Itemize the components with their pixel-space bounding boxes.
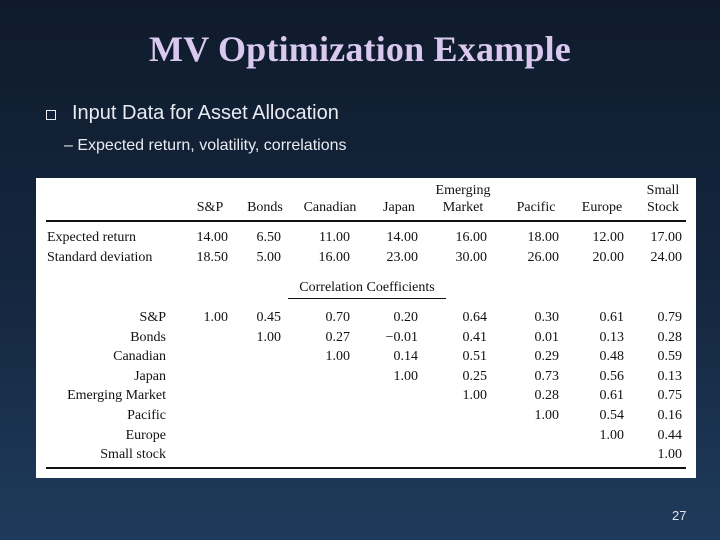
column-header: Pacific bbox=[516, 200, 556, 215]
table-cell: 18.00 bbox=[527, 230, 560, 245]
column-header: Europe bbox=[581, 200, 623, 215]
table-cell: 0.61 bbox=[599, 310, 625, 325]
table-cell: 0.13 bbox=[599, 329, 625, 345]
table-cell: 0.28 bbox=[534, 388, 560, 404]
bottom-rule bbox=[46, 467, 686, 469]
row-label: Pacific bbox=[127, 408, 166, 423]
table-cell: 12.00 bbox=[592, 230, 625, 245]
column-header: Japan bbox=[383, 200, 415, 215]
correlation-title-rule bbox=[288, 298, 446, 299]
square-bullet-icon bbox=[46, 109, 56, 120]
correlation-title: Correlation Coefficients bbox=[299, 280, 435, 295]
table-cell: 0.75 bbox=[657, 388, 683, 404]
table-cell: 0.48 bbox=[599, 349, 625, 365]
table-cell: 1.00 bbox=[657, 447, 683, 463]
column-header: S&P bbox=[196, 200, 224, 215]
table-cell: 18.50 bbox=[196, 250, 229, 265]
sub-bullet: – Expected return, volatility, correlati… bbox=[64, 137, 347, 154]
table-cell: 5.00 bbox=[256, 250, 282, 265]
table-cell: 16.00 bbox=[318, 250, 351, 265]
table-cell: 0.79 bbox=[657, 310, 683, 325]
row-label: Canadian bbox=[113, 349, 166, 365]
row-label: Bonds bbox=[130, 329, 166, 345]
table-cell: 16.00 bbox=[455, 230, 488, 245]
table-cell: 0.41 bbox=[462, 329, 488, 345]
table-cell: 0.45 bbox=[256, 310, 282, 325]
table-cell: 0.59 bbox=[657, 349, 683, 365]
table-cell: 0.28 bbox=[657, 329, 683, 345]
table-cell: 0.44 bbox=[657, 427, 683, 443]
table-cell: 0.64 bbox=[462, 310, 488, 325]
slide-title: MV Optimization Example bbox=[149, 29, 571, 69]
table-cell: 17.00 bbox=[650, 230, 683, 245]
column-header: Stock bbox=[647, 200, 679, 215]
table-cell: 1.00 bbox=[599, 427, 625, 443]
bullet-text: Input Data for Asset Allocation bbox=[72, 102, 339, 124]
table-cell: 0.51 bbox=[462, 349, 488, 365]
table-cell: 30.00 bbox=[455, 250, 488, 265]
row-label: S&P bbox=[139, 310, 166, 325]
table-cell: 14.00 bbox=[196, 230, 229, 245]
column-header: Bonds bbox=[247, 200, 283, 215]
table-cell: 0.13 bbox=[657, 368, 683, 384]
table-cell: 1.00 bbox=[534, 408, 560, 423]
table-cell: 0.20 bbox=[393, 310, 419, 325]
row-label: Small stock bbox=[100, 447, 166, 463]
table-cell: 0.54 bbox=[599, 408, 625, 423]
page-number: 27 bbox=[672, 508, 687, 523]
table-cell: 1.00 bbox=[393, 368, 419, 384]
column-header: Market bbox=[442, 200, 484, 215]
table-cell: 1.00 bbox=[256, 329, 282, 345]
row-label: Expected return bbox=[47, 230, 137, 245]
header-rule bbox=[46, 220, 686, 222]
bullet-item: Input Data for Asset Allocation bbox=[46, 102, 339, 125]
table-cell: 0.14 bbox=[393, 349, 419, 365]
column-header: Canadian bbox=[303, 200, 357, 215]
column-header-top: Emerging bbox=[435, 183, 491, 198]
row-label: Europe bbox=[125, 427, 166, 443]
table-cell: 0.56 bbox=[599, 368, 625, 384]
row-label: Japan bbox=[134, 368, 166, 384]
table-cell: 24.00 bbox=[650, 250, 683, 265]
table-cell: 0.70 bbox=[325, 310, 351, 325]
column-header-top: Small bbox=[646, 183, 680, 198]
table-cell: 23.00 bbox=[386, 250, 419, 265]
asset-allocation-table: S&P Bonds Canadian Japan Emerging Market Pacif… bbox=[36, 178, 696, 478]
table-cell: 6.50 bbox=[256, 230, 282, 245]
table-cell: 20.00 bbox=[592, 250, 625, 265]
table-cell: 1.00 bbox=[203, 310, 229, 325]
table-cell: 1.00 bbox=[462, 388, 488, 404]
table-cell: 11.00 bbox=[319, 230, 350, 245]
table-cell: 0.29 bbox=[534, 349, 560, 365]
table-cell: 0.16 bbox=[657, 408, 683, 423]
table-cell: 0.01 bbox=[534, 329, 560, 345]
table-cell: 14.00 bbox=[386, 230, 419, 245]
table-cell: 0.73 bbox=[534, 368, 560, 384]
table-cell: 0.27 bbox=[325, 329, 351, 345]
table-cell: −0.01 bbox=[385, 329, 418, 345]
table-cell: 1.00 bbox=[325, 349, 351, 365]
table-cell: 0.61 bbox=[599, 388, 625, 404]
table-cell: 0.30 bbox=[534, 310, 560, 325]
row-label: Standard deviation bbox=[47, 250, 153, 265]
table-cell: 0.25 bbox=[462, 368, 488, 384]
row-label: Emerging Market bbox=[67, 388, 166, 404]
table-cell: 26.00 bbox=[527, 250, 560, 265]
